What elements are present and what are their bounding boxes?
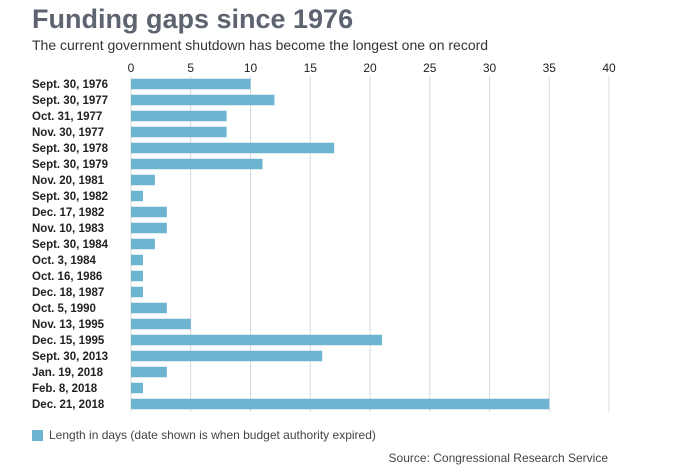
category-label: Dec. 21, 2018: [32, 399, 105, 411]
x-tick-label: 15: [304, 61, 318, 75]
category-label: Dec. 18, 1987: [32, 287, 104, 299]
bar: [131, 302, 167, 314]
bar: [131, 270, 143, 282]
bar: [131, 110, 227, 122]
bar: [131, 382, 143, 394]
bar: [131, 286, 143, 298]
category-label: Oct. 31, 1977: [32, 111, 102, 123]
x-tick-label: 30: [483, 61, 497, 75]
x-tick-label: 0: [128, 61, 135, 75]
x-tick-label: 5: [187, 61, 194, 75]
category-label: Dec. 17, 1982: [32, 207, 104, 219]
bar: [131, 318, 191, 330]
x-tick-label: 35: [543, 61, 557, 75]
bar: [131, 158, 263, 170]
category-label: Sept. 30, 1984: [32, 239, 109, 251]
bar: [131, 222, 167, 234]
category-label: Sept. 30, 1976: [32, 79, 108, 91]
bar: [131, 174, 155, 186]
category-label: Oct. 5, 1990: [32, 303, 96, 315]
legend-swatch: [32, 429, 43, 441]
bar: [131, 398, 550, 410]
x-tick-label: 20: [363, 61, 377, 75]
category-label: Nov. 10, 1983: [32, 223, 104, 235]
bar: [131, 254, 143, 266]
category-label: Oct. 3, 1984: [32, 255, 97, 267]
category-label: Sept. 30, 1979: [32, 159, 108, 171]
x-tick-label: 40: [602, 61, 616, 75]
chart-title: Funding gaps since 1976: [32, 4, 354, 34]
category-label: Feb. 8, 2018: [32, 383, 98, 395]
bar: [131, 78, 251, 90]
category-label: Oct. 16, 1986: [32, 271, 102, 283]
category-label: Sept. 30, 1978: [32, 143, 109, 155]
bars: [131, 78, 550, 410]
category-label: Dec. 15, 1995: [32, 335, 105, 347]
gridlines: [130, 76, 610, 412]
category-label: Sept. 30, 1977: [32, 95, 108, 107]
category-label: Nov. 20, 1981: [32, 175, 105, 187]
x-axis-ticks: 0 5 10 15 20 25 30 35 40: [128, 61, 616, 75]
x-tick-label: 25: [423, 61, 437, 75]
bar: [131, 142, 335, 154]
chart-subtitle: The current government shutdown has beco…: [32, 37, 489, 53]
category-label: Jan. 19, 2018: [32, 367, 104, 379]
category-label: Nov. 30, 1977: [32, 127, 104, 139]
bar: [131, 94, 275, 106]
bar: [131, 206, 167, 218]
bar: [131, 238, 155, 250]
category-label: Sept. 30, 1982: [32, 191, 108, 203]
bar: [131, 350, 323, 362]
source-note: Source: Congressional Research Service: [388, 451, 608, 465]
bar: [131, 334, 382, 346]
legend: Length in days (date shown is when budge…: [32, 428, 376, 442]
legend-label: Length in days (date shown is when budge…: [49, 428, 376, 442]
category-labels: Sept. 30, 1976 Sept. 30, 1977 Oct. 31, 197…: [32, 79, 109, 411]
bar: [131, 366, 167, 378]
x-tick-label: 10: [244, 61, 258, 75]
category-label: Sept. 30, 2013: [32, 351, 108, 363]
bar: [131, 190, 143, 202]
bar: [131, 126, 227, 138]
category-label: Nov. 13, 1995: [32, 319, 105, 331]
